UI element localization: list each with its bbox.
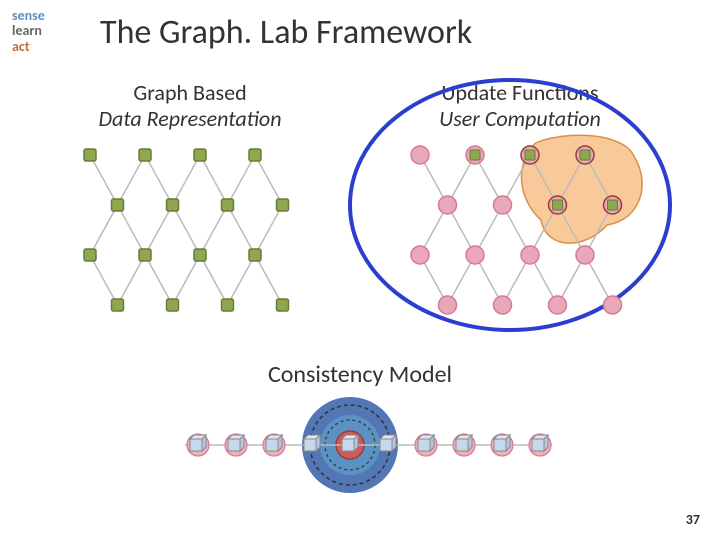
slide-number: 37	[686, 511, 700, 528]
consistency-diagram	[0, 0, 720, 540]
